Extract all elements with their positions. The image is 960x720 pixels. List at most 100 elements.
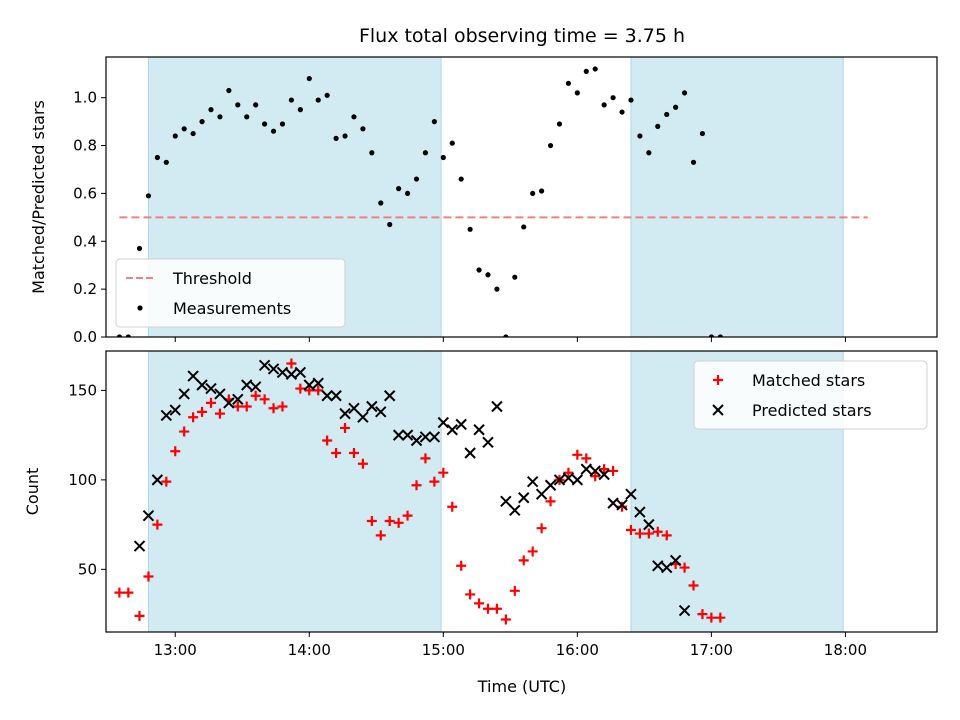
measurement-point [145,193,152,199]
y-tick-label: 1.0 [73,89,97,107]
measurement-point [288,97,295,103]
predicted-stars-point [178,388,190,400]
matched-stars-point [617,501,628,512]
measurement-point [834,0,839,3]
x-tick-label: 16:00 [556,641,599,659]
predicted-stars-point [303,379,315,391]
matched-stars-point [500,614,511,625]
measurement-point [136,245,143,252]
matched-stars-point [536,523,547,534]
predicted-stars-point [267,363,280,375]
measurement-point [727,0,732,3]
matched-stars-point [322,435,333,446]
matched-stars-point [241,401,252,412]
measurement-point [342,133,348,139]
matched-stars-point [366,516,377,527]
measurement-point [244,114,250,120]
predicted-stars-point [357,411,369,423]
predicted-stars-point [375,406,387,418]
measurement-point [172,133,178,139]
matched-stars-point [161,476,172,487]
measurement-point [574,90,580,96]
measurement-point [449,140,455,146]
predicted-stars-point [526,475,539,488]
predicted-stars-point [652,560,664,572]
predicted-stars-point [669,554,682,567]
predicted-stars-point [249,381,262,393]
chart-title: Flux total observing time = 3.75 h [359,25,685,47]
matched-stars-point [482,603,493,614]
axes-frame [105,56,938,338]
predicted-stars-point [473,424,485,436]
legend-swatch [712,404,724,416]
matched-stars-point [429,476,440,487]
measurement-point [235,102,241,108]
legend-label: Matched stars [752,371,865,390]
measurement-point [798,0,803,3]
matched-stars-point [250,390,261,401]
measurement-point [125,334,131,337]
shaded-interval [630,56,844,338]
measurement-point [547,142,554,149]
x-axis-label: Time (UTC) [477,677,566,696]
matched-stars-point [348,448,359,459]
measurement-point [116,334,123,337]
matched-stars-point [143,571,154,582]
predicted-stars-point [223,397,235,409]
x-tick-label: 13:00 [154,641,197,659]
matched-stars-point [599,464,610,475]
measurement-point [681,90,688,96]
predicted-stars-point [598,468,610,481]
measurement-point [565,80,572,86]
matched-stars-point [313,385,324,396]
y-tick-label: 50 [78,560,97,578]
matched-stars-point [375,530,386,541]
y-tick-label: 100 [68,471,97,489]
measurement-point [181,126,187,132]
matched-stars-point [634,528,645,539]
matched-stars-point [527,546,538,557]
predicted-stars-point [383,390,396,402]
matched-stars-point [420,453,431,464]
measurement-point [780,0,785,3]
predicted-stars-point [482,436,494,448]
measurement-point [789,0,794,3]
predicted-stars-point [509,504,521,517]
measurement-point [154,154,160,161]
predicted-stars-point [321,390,333,402]
measurement-point [539,188,545,194]
predicted-stars-point [348,402,360,414]
predicted-stars-point [285,368,298,380]
predicted-stars-point [518,492,530,504]
measurement-point [745,0,750,3]
legend-swatch [713,375,723,385]
matched-stars-point [438,467,449,478]
matched-stars-point [152,519,163,530]
matched-stars-point [232,401,243,412]
predicted-stars-point [232,393,244,406]
predicted-stars-point [241,379,253,391]
measurement-point [208,107,214,113]
measurement-point [333,135,339,141]
matched-stars-point [447,501,458,512]
matched-stars-point [581,453,592,464]
predicted-stars-point [571,474,584,486]
matched-stars-point [384,516,395,527]
measurement-point [226,87,232,94]
measurement-point [422,150,429,156]
matched-stars-point [608,465,619,476]
predicted-stars-point [500,495,512,508]
measurement-point [601,102,607,108]
predicted-stars-point [419,431,432,443]
matched-stars-point [123,587,134,598]
measurement-point [494,286,500,292]
matched-stars-point [706,612,717,623]
predicted-stars-point [133,540,146,552]
measurement-point [717,334,723,337]
measurement-point [297,107,303,113]
predicted-stars-point [553,474,566,486]
legend-label: Measurements [173,299,291,318]
predicted-stars-point [634,506,646,518]
measurement-point [762,0,767,3]
y-tick-label: 150 [68,381,97,399]
